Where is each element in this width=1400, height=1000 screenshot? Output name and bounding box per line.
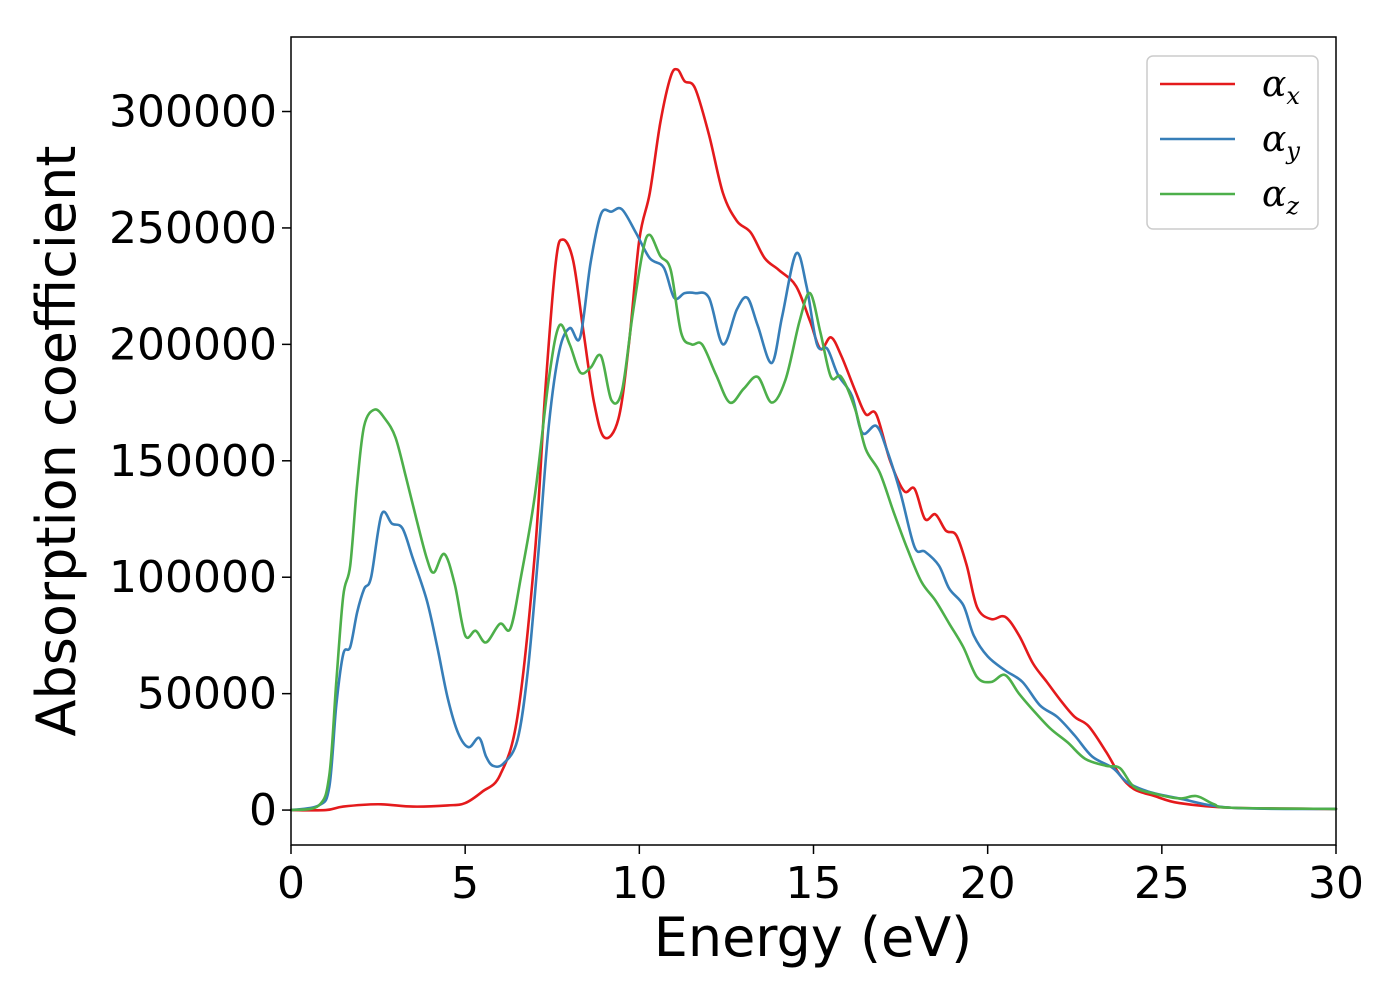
series-layer [289,67,1338,812]
series-line-x [289,67,1338,812]
legend-subscript: y [1285,137,1300,165]
legend-box [1146,55,1319,230]
y-tick-label: 0 [249,785,277,836]
legend-subscript: z [1285,192,1299,220]
y-tick-label: 200000 [109,319,277,370]
y-tick-label: 250000 [109,203,277,254]
x-tick-label: 25 [1134,858,1190,909]
y-tick-label: 50000 [137,669,277,720]
x-axis-label: Energy (eV) [654,906,973,969]
legend-subscript: x [1286,82,1300,110]
series-line-y [289,206,1338,812]
x-tick-label: 30 [1308,858,1364,909]
x-tick-label: 20 [960,858,1016,909]
x-tick-label: 15 [786,858,842,909]
y-axis-label: Absorption coefficient [25,146,88,737]
x-tick-label: 10 [611,858,667,909]
y-tick-label: 300000 [109,87,277,138]
y-tick-label: 150000 [109,436,277,487]
x-axis: 0 5 10 15 20 25 30 [277,845,1364,909]
y-tick-label: 100000 [109,552,277,603]
x-tick-label: 0 [277,858,305,909]
x-tick-label: 5 [451,858,479,909]
y-axis: 0 50000 100000 150000 200000 250000 300000 [109,87,291,836]
series-line-z [289,233,1338,812]
